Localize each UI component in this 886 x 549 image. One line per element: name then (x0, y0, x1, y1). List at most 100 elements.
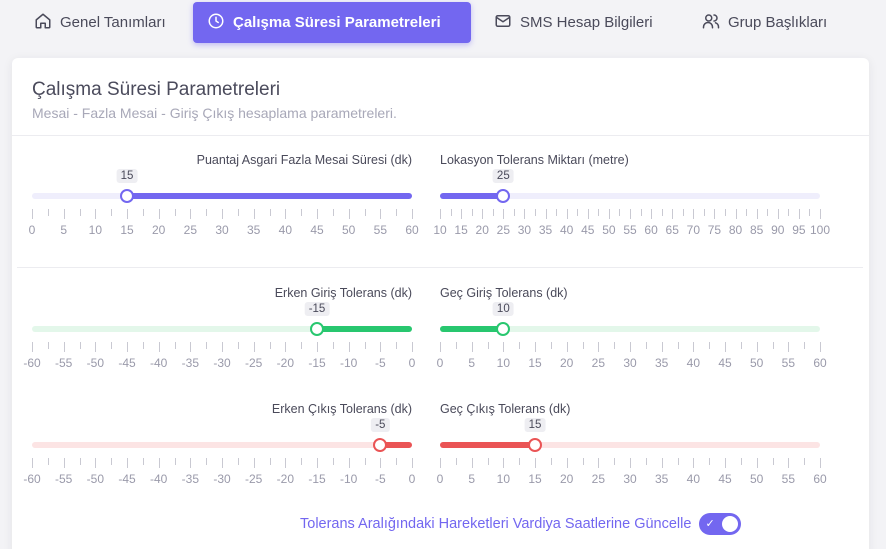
slider-tick (582, 342, 584, 349)
slider-erken-cikis[interactable]: Erken Çıkış Tolerans (dk) -5 -60 -55 -50 -45-… (23, 402, 415, 502)
slider-tick-label: 5 (468, 472, 475, 486)
slider-tick (364, 209, 366, 216)
slider-track[interactable] (440, 326, 820, 332)
slider-tick-label: 0 (28, 223, 36, 237)
slider-tick (111, 458, 113, 465)
tolerance-update-toggle[interactable]: ✓ (699, 513, 742, 535)
slider-handle[interactable] (310, 322, 324, 336)
slider-handle[interactable] (496, 322, 511, 336)
slider-tick (158, 458, 160, 468)
slider-tick (412, 458, 413, 468)
tab-grup-basliklari[interactable]: Grup Başlıkları (688, 2, 841, 43)
slider-tick (693, 342, 695, 352)
slider-tick (545, 209, 547, 219)
slider-tick (127, 209, 128, 219)
slider-tick (661, 342, 663, 352)
slider-tick-label: 80 (728, 223, 743, 237)
slider-tick (348, 342, 350, 352)
slider-tick-label: 40 (559, 223, 574, 237)
slider-value-bubble: 10 (492, 302, 514, 316)
slider-tick (79, 458, 81, 465)
slider-tick (317, 458, 318, 468)
slider-tick (63, 458, 65, 468)
slider-tick (332, 458, 334, 465)
slider-handle[interactable] (496, 189, 511, 203)
slider-handle[interactable] (528, 438, 542, 452)
slider-tick-label: 85 (749, 223, 764, 237)
slider-ticks (440, 458, 821, 468)
slider-ticks (440, 209, 821, 219)
slider-tick (301, 458, 303, 465)
slider-tick-label: 45 (581, 223, 595, 237)
slider-erken-giris[interactable]: Erken Giriş Tolerans (dk) -15 -60 -55 -50 -45… (23, 286, 415, 386)
slider-track[interactable] (440, 442, 820, 448)
slider-tick-label: 100 (809, 223, 831, 237)
slider-tick (804, 342, 806, 349)
slider-tick (412, 342, 413, 352)
slider-tick (332, 342, 334, 349)
section-divider (17, 267, 863, 268)
slider-label: Geç Giriş Tolerans (dk) (440, 286, 568, 300)
slider-handle[interactable] (373, 438, 388, 452)
slider-tick-label: 25 (183, 223, 198, 237)
slider-tick (285, 342, 287, 352)
tab-label: Genel Tanımları (60, 14, 166, 31)
slider-tick (440, 209, 441, 219)
slider-tick (672, 209, 674, 219)
slider-tick-label: 40 (686, 472, 701, 486)
slider-tick (772, 342, 774, 349)
slider-tick-label: 0 (408, 356, 416, 370)
slider-tick (820, 209, 821, 219)
slider-tick-label: -60 (23, 356, 41, 370)
slider-tick (767, 209, 769, 216)
slider-tick-label: -35 (181, 356, 199, 370)
slider-tick-label: 55 (373, 223, 388, 237)
slider-tick (222, 458, 223, 468)
slider-tick (79, 342, 81, 349)
slider-tick (158, 209, 160, 219)
slider-tick-label: 15 (528, 472, 542, 486)
slider-tick (820, 458, 821, 468)
slider-tick-label: 45 (718, 356, 732, 370)
tab-calisma-suresi-parametreleri[interactable]: Çalışma Süresi Parametreleri (193, 2, 471, 43)
slider-track[interactable] (32, 442, 412, 448)
slider-fazla-mesai[interactable]: Puantaj Asgari Fazla Mesai Süresi (dk) 15… (28, 153, 419, 253)
slider-tick (380, 209, 382, 219)
slider-tick-label: -40 (149, 472, 168, 486)
tab-genel-tanimlari[interactable]: Genel Tanımları (20, 2, 180, 43)
slider-track[interactable] (440, 193, 820, 199)
slider-tick-label: -25 (244, 356, 263, 370)
check-icon: ✓ (705, 517, 715, 530)
slider-lokasyon-tolerans[interactable]: Lokasyon Tolerans Miktarı (metre) 25 10 15 2… (433, 153, 830, 253)
slider-tick (598, 458, 600, 468)
slider-tick (651, 209, 653, 219)
slider-tick-label: 20 (559, 356, 574, 370)
slider-value-bubble: 25 (492, 169, 514, 183)
slider-gec-cikis[interactable]: Geç Çıkış Tolerans (dk) 15 0 5 10 15 20 25 30 35 4… (437, 402, 827, 502)
slider-fill (317, 326, 412, 332)
tab-sms-hesap-bilgileri[interactable]: SMS Hesap Bilgileri (480, 2, 667, 43)
slider-tick-label: 0 (436, 356, 444, 370)
slider-tick-label: 10 (496, 472, 511, 486)
slider-tick (364, 458, 366, 465)
slider-tick-label: -30 (213, 356, 231, 370)
slider-tick (693, 209, 695, 219)
slider-tick-label: 10 (88, 223, 103, 237)
slider-value-bubble: -15 (304, 302, 330, 316)
slider-ticks (440, 342, 821, 352)
slider-tick-label: 95 (792, 223, 806, 237)
slider-tick (566, 209, 568, 219)
slider-tick (47, 342, 49, 349)
card-subtitle: Mesai - Fazla Mesai - Giriş Çıkış hesapl… (32, 105, 397, 121)
slider-handle[interactable] (120, 189, 134, 203)
slider-tick-label: 20 (559, 472, 574, 486)
slider-tick (804, 458, 806, 465)
slider-tick (566, 458, 568, 468)
slider-tick-label: 30 (623, 356, 637, 370)
slider-tick (524, 209, 526, 219)
slider-tick-label: 40 (686, 356, 701, 370)
slider-track[interactable] (32, 326, 412, 332)
slider-tick-label: -25 (244, 472, 263, 486)
slider-tick (95, 209, 97, 219)
slider-gec-giris[interactable]: Geç Giriş Tolerans (dk) 10 0 5 10 15 20 25 30 35 4… (436, 286, 827, 386)
